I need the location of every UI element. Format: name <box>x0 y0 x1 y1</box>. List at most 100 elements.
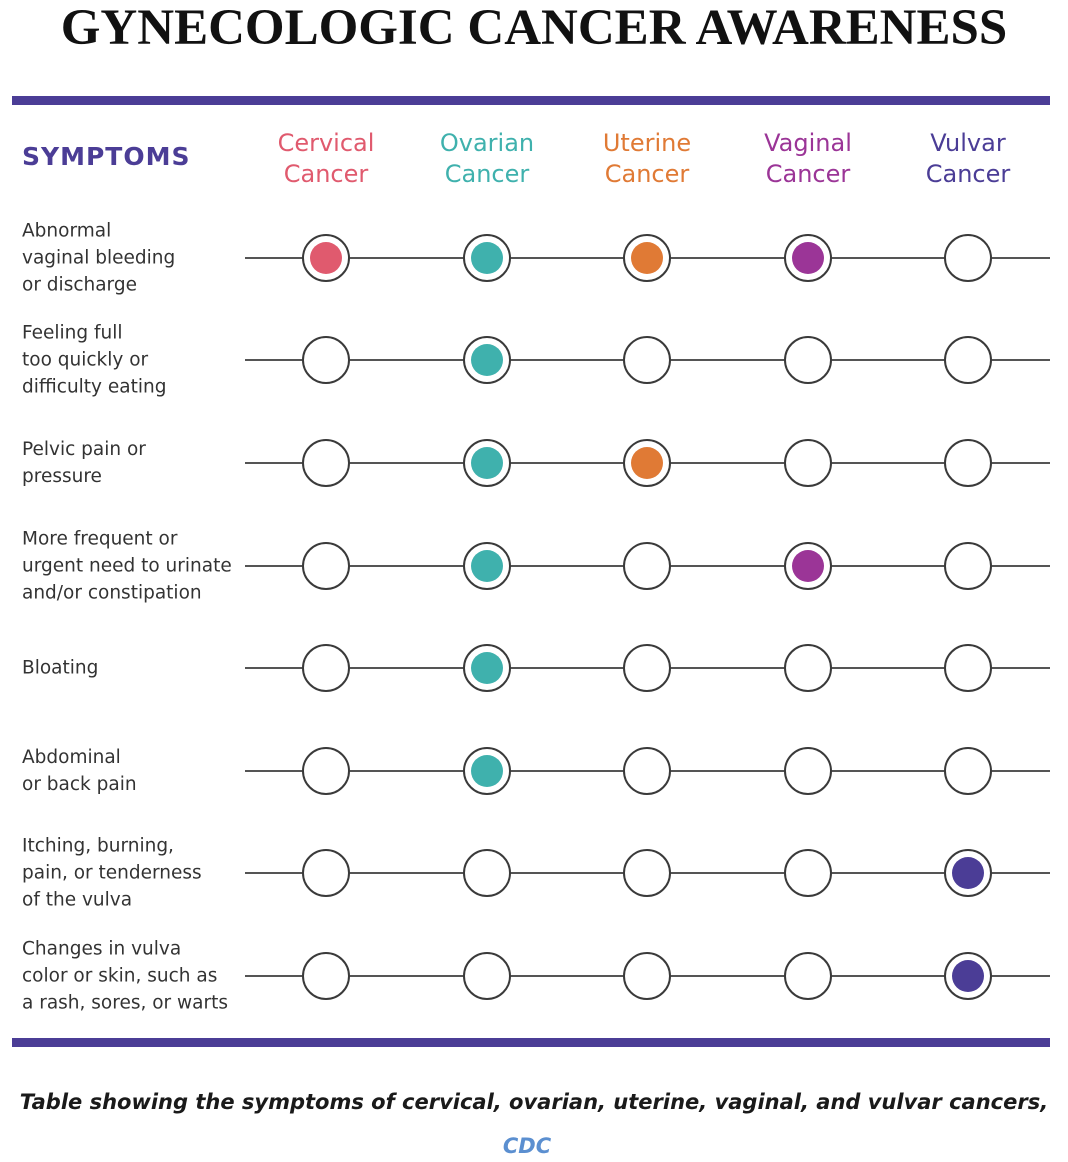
marker-fill-dot <box>471 550 503 582</box>
symptom-label-line: Abdominal <box>22 747 121 768</box>
marker-ovarian-empty <box>463 952 511 1000</box>
symptom-label-line: a rash, sores, or warts <box>22 992 228 1014</box>
marker-uterine-empty <box>623 849 671 897</box>
marker-ovarian-empty <box>463 849 511 897</box>
column-header-cervical: Cervical Cancer <box>246 128 406 190</box>
column-header-line: Cancer <box>765 160 851 188</box>
marker-vulvar-empty <box>944 747 992 795</box>
marker-vaginal-filled <box>784 234 832 282</box>
symptom-label: Bloating <box>22 655 247 682</box>
marker-vulvar-empty <box>944 542 992 590</box>
symptom-label-line: Abnormal <box>22 220 112 242</box>
marker-fill-dot <box>631 242 663 274</box>
symptom-label-line: or discharge <box>22 274 137 296</box>
marker-uterine-filled <box>623 234 671 282</box>
column-header-line: Cancer <box>604 160 690 188</box>
symptom-label-line: More frequent or <box>22 528 178 550</box>
marker-cervical-empty <box>302 542 350 590</box>
marker-uterine-empty <box>623 336 671 384</box>
marker-vaginal-empty <box>784 952 832 1000</box>
column-header-line: Vulvar <box>930 129 1006 157</box>
marker-ovarian-filled <box>463 336 511 384</box>
page-title: GYNECOLOGIC CANCER AWARENESS <box>60 0 1008 56</box>
marker-fill-dot <box>792 550 824 582</box>
marker-vulvar-filled <box>944 952 992 1000</box>
symptom-label-line: and/or constipation <box>22 582 202 604</box>
marker-uterine-empty <box>623 952 671 1000</box>
marker-vaginal-filled <box>784 542 832 590</box>
top-divider <box>12 96 1050 105</box>
symptom-label: Abnormal vaginal bleeding or discharge <box>22 218 247 299</box>
marker-cervical-filled <box>302 234 350 282</box>
symptom-label-line: of the vulva <box>22 889 133 911</box>
column-header-uterine: Uterine Cancer <box>567 128 727 190</box>
column-header-ovarian: Ovarian Cancer <box>407 128 567 190</box>
marker-ovarian-filled <box>463 234 511 282</box>
marker-fill-dot <box>631 447 663 479</box>
symptom-label-line: or back pain <box>22 774 137 795</box>
marker-ovarian-filled <box>463 747 511 795</box>
column-header-line: Ovarian <box>439 129 535 157</box>
marker-cervical-empty <box>302 849 350 897</box>
column-header-line: Cancer <box>925 160 1011 188</box>
column-header-line: Cervical <box>277 129 375 157</box>
caption: Table showing the symptoms of cervical, … <box>19 1090 1049 1114</box>
marker-fill-dot <box>792 242 824 274</box>
symptom-label-line: pain, or tenderness <box>22 862 202 884</box>
marker-cervical-empty <box>302 439 350 487</box>
marker-vaginal-empty <box>784 644 832 692</box>
symptoms-header: SYMPTOMS <box>22 142 191 171</box>
column-header-vulvar: Vulvar Cancer <box>888 128 1048 190</box>
column-header-line: Cancer <box>283 160 369 188</box>
symptom-label-line: Feeling full <box>22 322 123 344</box>
marker-uterine-empty <box>623 542 671 590</box>
marker-ovarian-filled <box>463 644 511 692</box>
symptom-label-line: difficulty eating <box>22 376 167 398</box>
symptom-label-line: Itching, burning, <box>22 835 174 857</box>
column-header-vaginal: Vaginal Cancer <box>728 128 888 190</box>
marker-vulvar-filled <box>944 849 992 897</box>
symptom-label-line: color or skin, such as <box>22 965 218 987</box>
symptom-label: Feeling full too quickly or difficulty eat… <box>22 320 247 401</box>
marker-vaginal-empty <box>784 336 832 384</box>
marker-fill-dot <box>471 242 503 274</box>
marker-uterine-empty <box>623 747 671 795</box>
symptom-label-line: too quickly or <box>22 349 149 371</box>
marker-vulvar-empty <box>944 439 992 487</box>
marker-vulvar-empty <box>944 644 992 692</box>
symptom-label: Itching, burning, pain, or tenderness of t… <box>22 833 247 914</box>
marker-fill-dot <box>952 960 984 992</box>
symptom-label-line: Pelvic pain or <box>22 439 146 460</box>
symptom-label-line: Changes in vulva <box>22 938 182 960</box>
symptom-label-line: pressure <box>22 466 102 487</box>
marker-vaginal-empty <box>784 747 832 795</box>
marker-fill-dot <box>471 344 503 376</box>
column-header-line: Cancer <box>444 160 530 188</box>
marker-cervical-empty <box>302 644 350 692</box>
marker-fill-dot <box>471 652 503 684</box>
marker-vulvar-empty <box>944 336 992 384</box>
column-header-line: Vaginal <box>764 129 852 157</box>
symptom-label-line: vaginal bleeding <box>22 247 176 269</box>
marker-fill-dot <box>471 447 503 479</box>
marker-cervical-empty <box>302 747 350 795</box>
marker-uterine-empty <box>623 644 671 692</box>
symptom-label: Abdominal or back pain <box>22 744 247 798</box>
marker-fill-dot <box>310 242 342 274</box>
symptom-label: Changes in vulva color or skin, such as a … <box>22 936 247 1017</box>
marker-ovarian-filled <box>463 439 511 487</box>
marker-fill-dot <box>471 755 503 787</box>
source-link[interactable]: CDC <box>502 1134 552 1158</box>
marker-ovarian-filled <box>463 542 511 590</box>
symptom-label: More frequent or urgent need to urinate an… <box>22 526 247 607</box>
marker-vaginal-empty <box>784 439 832 487</box>
marker-uterine-filled <box>623 439 671 487</box>
marker-cervical-empty <box>302 336 350 384</box>
column-header-line: Uterine <box>602 129 692 157</box>
marker-fill-dot <box>952 857 984 889</box>
marker-vulvar-empty <box>944 234 992 282</box>
symptom-label-line: urgent need to urinate <box>22 555 232 577</box>
symptom-label-line: Bloating <box>22 657 99 679</box>
bottom-divider <box>12 1038 1050 1047</box>
marker-cervical-empty <box>302 952 350 1000</box>
